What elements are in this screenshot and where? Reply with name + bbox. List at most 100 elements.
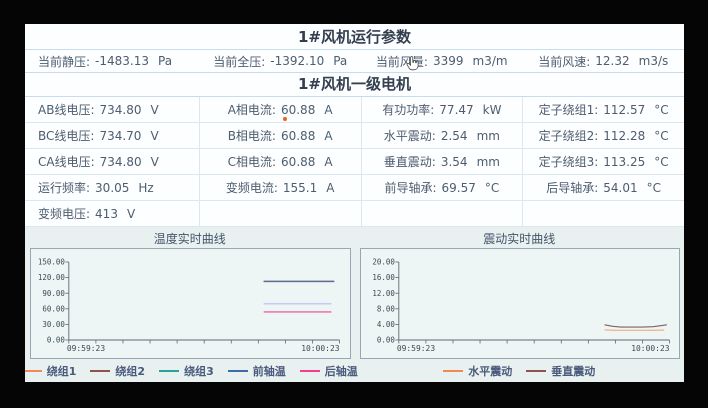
param-value: 112.57	[603, 102, 646, 117]
table-row: CA线电压: 734.80 V C相电流: 60.88 A 垂直震动: 3.54 mm 定子绕组3…	[25, 149, 684, 175]
param-label: 定子绕组2:	[538, 129, 599, 143]
param-unit: V	[150, 102, 159, 117]
param-value: 30.05	[95, 180, 130, 195]
overview-param-1[interactable]: 当前静压: -1483.13 Pa	[25, 50, 200, 72]
empty-cell	[200, 201, 362, 226]
temperature-chart-legend: 绕组1 绕组2 绕组3 前轴温 后轴温	[25, 359, 358, 382]
param-value: 69.57	[441, 180, 476, 195]
param-label: A相电流:	[227, 103, 276, 117]
hand-pointer-icon	[406, 56, 419, 71]
legend-item-绕组2[interactable]: 绕组2	[90, 363, 145, 379]
param-label: CA线电压:	[38, 155, 95, 169]
param-unit: mm	[476, 128, 500, 143]
param-unit: V	[126, 206, 136, 221]
param-label: 变频电流:	[225, 181, 278, 195]
param-unit: °C	[654, 102, 669, 117]
param-label: 有功功率:	[382, 103, 435, 117]
param-unit: m3/m	[472, 54, 508, 68]
table-row: 运行频率: 30.05 Hz 变频电流: 155.1 A 前导轴承: 69.57 °C 后导轴承:…	[25, 175, 684, 201]
svg-text:4.00: 4.00	[376, 320, 394, 329]
overview-param-2[interactable]: 当前全压: -1392.10 Pa	[200, 50, 362, 72]
svg-text:8.00: 8.00	[376, 304, 394, 313]
svg-text:0.00: 0.00	[47, 336, 65, 345]
legend-item-后轴温[interactable]: 后轴温	[299, 363, 358, 379]
svg-text:09:59:23: 09:59:23	[67, 344, 105, 353]
param-label: B相电流:	[227, 129, 276, 143]
temperature-chart-block: 温度实时曲线 150.00 120.00 90.00 60.00 30.00 0.00 09…	[25, 227, 358, 382]
param-cell-r5-1[interactable]: 变频电压: 413 V	[25, 201, 200, 226]
svg-text:12.00: 12.00	[372, 289, 395, 298]
param-cell-r2-3[interactable]: 水平震动: 2.54 mm	[362, 123, 524, 148]
param-label: C相电流:	[227, 155, 277, 169]
param-cell-r4-1[interactable]: 运行频率: 30.05 Hz	[25, 175, 200, 200]
param-unit: °C	[646, 180, 662, 195]
param-value: 413	[95, 206, 118, 221]
svg-text:30.00: 30.00	[42, 320, 65, 329]
legend-item-前轴温[interactable]: 前轴温	[227, 363, 286, 379]
param-cell-r2-2[interactable]: B相电流: 60.88 A	[200, 123, 362, 148]
param-unit: Pa	[158, 54, 173, 68]
section-title-motor: 1#风机一级电机	[25, 73, 684, 97]
param-unit: Hz	[138, 180, 154, 195]
empty-cell	[523, 201, 684, 226]
param-value: 12.32	[595, 54, 630, 68]
param-value: 112.28	[603, 128, 646, 143]
param-label: 垂直震动:	[383, 155, 436, 169]
param-cell-r1-1[interactable]: AB线电压: 734.80 V	[25, 97, 200, 122]
param-cell-r1-3[interactable]: 有功功率: 77.47 kW	[362, 97, 524, 122]
svg-text:0.00: 0.00	[376, 336, 394, 345]
param-cell-r3-3[interactable]: 垂直震动: 3.54 mm	[362, 149, 524, 174]
legend-label: 前轴温	[252, 364, 286, 378]
param-value: 60.88	[280, 128, 316, 143]
param-cell-r4-4[interactable]: 后导轴承: 54.01 °C	[523, 175, 684, 200]
param-unit: A	[324, 102, 333, 117]
overview-param-3[interactable]: 当前风量: 3399 m3/m	[361, 50, 523, 72]
svg-text:10:00:23: 10:00:23	[301, 344, 339, 353]
legend-label: 绕组3	[184, 364, 214, 378]
table-row: AB线电压: 734.80 V A相电流: 60.88 A 有功功率: 77.47 kW 定子绕组…	[25, 97, 684, 123]
param-value: -1392.10	[270, 54, 325, 68]
param-label: 变频电压:	[38, 207, 91, 221]
param-cell-r1-2[interactable]: A相电流: 60.88 A	[200, 97, 362, 122]
overview-param-4[interactable]: 当前风速: 12.32 m3/s	[523, 50, 685, 72]
param-label: 前导轴承:	[384, 181, 437, 195]
param-cell-r3-2[interactable]: C相电流: 60.88 A	[200, 149, 362, 174]
param-value: 54.01	[603, 180, 638, 195]
svg-text:10:00:23: 10:00:23	[631, 344, 669, 353]
param-unit: A	[324, 128, 333, 143]
svg-text:120.00: 120.00	[38, 273, 65, 282]
param-value: 2.54	[440, 128, 468, 143]
param-cell-r3-1[interactable]: CA线电压: 734.80 V	[25, 149, 200, 174]
legend-item-绕组1[interactable]: 绕组1	[25, 363, 76, 379]
section-title-run-params: 1#风机运行参数	[25, 24, 684, 50]
motor-section-title: 1#风机一级电机	[297, 75, 411, 93]
param-cell-r2-1[interactable]: BC线电压: 734.70 V	[25, 123, 200, 148]
svg-text:60.00: 60.00	[42, 304, 65, 313]
legend-item-水平震动[interactable]: 水平震动	[443, 363, 512, 379]
param-value: 734.80	[99, 154, 142, 169]
param-unit: °C	[654, 128, 669, 143]
param-value: 734.70	[99, 128, 142, 143]
legend-item-垂直震动[interactable]: 垂直震动	[526, 363, 595, 379]
param-unit: mm	[476, 154, 500, 169]
vibration-chart: 20.00 16.00 12.00 8.00 4.00 0.00 09:59:23 10:00…	[359, 248, 680, 359]
param-cell-r4-3[interactable]: 前导轴承: 69.57 °C	[362, 175, 524, 200]
charts-area: 温度实时曲线 150.00 120.00 90.00 60.00 30.00 0.00 09…	[25, 227, 684, 382]
param-unit: A	[326, 180, 335, 195]
legend-label: 绕组1	[46, 364, 77, 378]
param-label: BC线电压:	[38, 129, 95, 143]
param-cell-r4-2[interactable]: 变频电流: 155.1 A	[200, 175, 362, 200]
param-label: 当前全压:	[213, 54, 266, 69]
legend-swatch-icon	[443, 369, 464, 372]
legend-swatch-icon	[90, 369, 111, 372]
param-cell-r2-4[interactable]: 定子绕组2: 112.28 °C	[523, 123, 684, 148]
param-cell-r3-4[interactable]: 定子绕组3: 113.25 °C	[523, 149, 684, 174]
alert-dot-icon	[283, 117, 287, 121]
svg-text:150.00: 150.00	[38, 258, 65, 267]
param-unit: m3/s	[638, 54, 669, 68]
param-unit: Pa	[333, 54, 348, 68]
motor-params-table: AB线电压: 734.80 V A相电流: 60.88 A 有功功率: 77.47 kW 定子绕组…	[25, 97, 684, 227]
param-cell-r1-4[interactable]: 定子绕组1: 112.57 °C	[523, 97, 684, 122]
param-unit: V	[150, 128, 159, 143]
legend-item-绕组3[interactable]: 绕组3	[159, 363, 214, 379]
